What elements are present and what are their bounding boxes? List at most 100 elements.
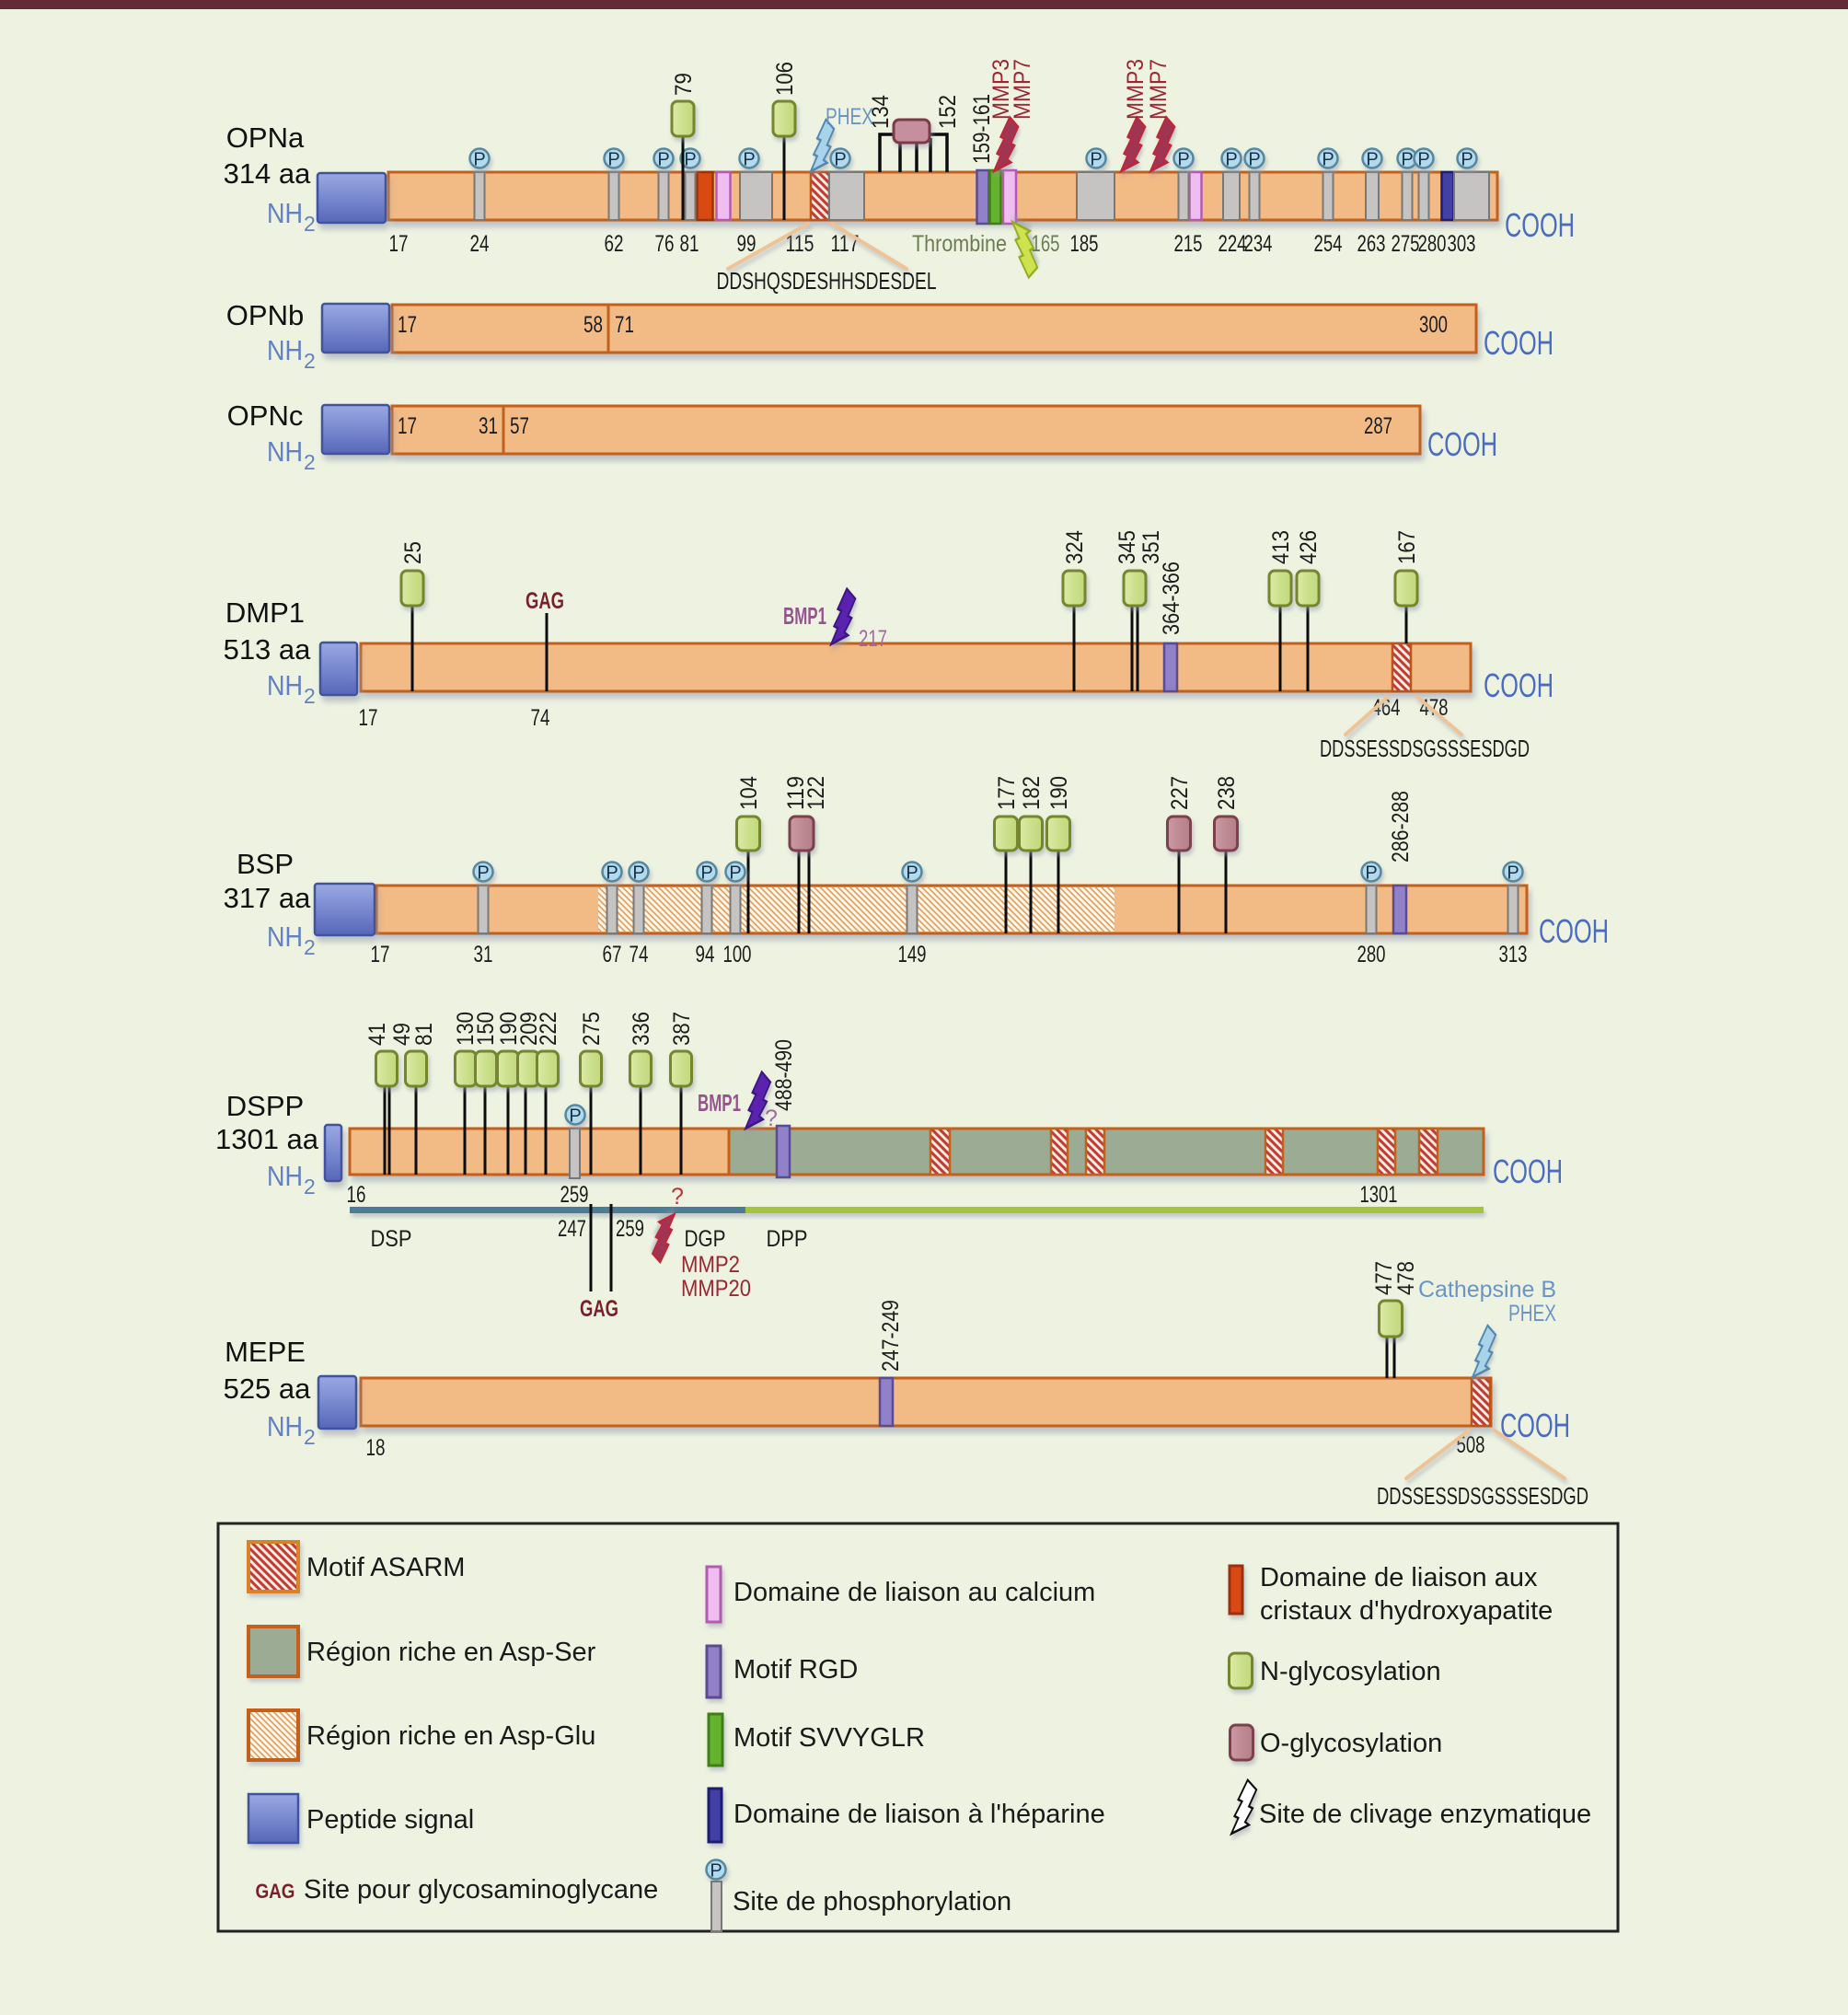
svg-text:227: 227	[1167, 776, 1193, 810]
svg-text:259: 259	[616, 1216, 644, 1242]
svg-text:336: 336	[629, 1012, 654, 1046]
svg-text:DSPP: DSPP	[226, 1090, 304, 1122]
svg-text:57: 57	[510, 413, 529, 439]
svg-text:2: 2	[304, 1425, 316, 1449]
svg-text:P: P	[1177, 150, 1189, 170]
svg-text:2: 2	[304, 684, 316, 708]
svg-text:190: 190	[1046, 776, 1072, 810]
svg-text:P: P	[632, 863, 644, 884]
svg-text:122: 122	[803, 776, 829, 810]
svg-text:222: 222	[536, 1012, 561, 1046]
svg-text:513 aa: 513 aa	[224, 633, 312, 666]
svg-text:Domaine de liaison à l'héparin: Domaine de liaison à l'héparine	[733, 1800, 1105, 1829]
svg-text:17: 17	[371, 942, 390, 967]
svg-text:P: P	[657, 150, 669, 170]
svg-text:17: 17	[389, 231, 409, 257]
svg-text:426: 426	[1296, 530, 1322, 564]
svg-text:31: 31	[479, 413, 498, 439]
svg-text:2: 2	[304, 349, 316, 373]
svg-text:MMP7: MMP7	[1146, 59, 1172, 120]
svg-text:130: 130	[453, 1012, 479, 1046]
svg-text:263: 263	[1357, 231, 1386, 257]
svg-text:COOH: COOH	[1484, 666, 1553, 704]
svg-text:49: 49	[389, 1023, 415, 1046]
svg-text:BMP1: BMP1	[698, 1089, 741, 1117]
svg-text:MMP3: MMP3	[988, 59, 1014, 120]
svg-text:478: 478	[1393, 1261, 1419, 1295]
svg-text:177: 177	[994, 776, 1020, 810]
svg-text:165: 165	[1032, 231, 1060, 257]
svg-text:2: 2	[304, 935, 316, 959]
svg-text:104: 104	[736, 776, 762, 810]
svg-text:O-glycosylation: O-glycosylation	[1260, 1729, 1442, 1758]
svg-text:74: 74	[629, 942, 649, 967]
svg-text:P: P	[607, 150, 619, 170]
svg-text:224: 224	[1219, 231, 1247, 257]
svg-text:Site de clivage enzymatique: Site de clivage enzymatique	[1259, 1800, 1591, 1829]
svg-text:134: 134	[868, 95, 894, 129]
svg-text:NH: NH	[267, 334, 303, 366]
svg-text:P: P	[606, 863, 618, 884]
svg-text:P: P	[1461, 150, 1473, 170]
svg-text:217: 217	[859, 626, 887, 652]
svg-text:286-288: 286-288	[1388, 791, 1414, 863]
svg-text:488-490: 488-490	[771, 1039, 797, 1111]
svg-text:Région riche en Asp-Glu: Région riche en Asp-Glu	[306, 1721, 595, 1751]
svg-text:BMP1: BMP1	[783, 602, 826, 630]
svg-text:OPNb: OPNb	[226, 299, 304, 331]
svg-text:185: 185	[1070, 231, 1099, 257]
svg-text:P: P	[1090, 150, 1102, 170]
svg-text:81: 81	[411, 1023, 437, 1046]
svg-text:149: 149	[898, 942, 927, 967]
svg-text:17: 17	[398, 413, 417, 439]
svg-text:16: 16	[347, 1182, 366, 1208]
svg-text:209: 209	[516, 1012, 542, 1046]
svg-text:P: P	[1365, 863, 1377, 884]
svg-text:PHEX: PHEX	[1508, 1301, 1556, 1326]
svg-text:Domaine de liaison au calcium: Domaine de liaison au calcium	[733, 1578, 1095, 1607]
svg-text:P: P	[906, 863, 918, 884]
svg-text:P: P	[743, 150, 755, 170]
svg-text:167: 167	[1394, 530, 1420, 564]
svg-text:58: 58	[583, 312, 603, 338]
svg-text:COOH: COOH	[1505, 206, 1575, 244]
svg-text:351: 351	[1138, 530, 1164, 564]
svg-text:Région riche en Asp-Ser: Région riche en Asp-Ser	[306, 1638, 596, 1667]
svg-text:P: P	[569, 1106, 581, 1127]
svg-text:DPP: DPP	[767, 1226, 808, 1252]
svg-text:P: P	[729, 863, 741, 884]
svg-text:?: ?	[765, 1106, 778, 1131]
svg-text:P: P	[684, 150, 696, 170]
svg-text:280: 280	[1418, 231, 1447, 257]
svg-text:182: 182	[1019, 776, 1045, 810]
svg-text:1301: 1301	[1360, 1182, 1398, 1208]
svg-text:62: 62	[605, 231, 624, 257]
svg-text:234: 234	[1244, 231, 1273, 257]
svg-text:GAG: GAG	[526, 588, 564, 614]
svg-text:COOH: COOH	[1500, 1407, 1570, 1444]
svg-text:74: 74	[531, 705, 550, 731]
svg-text:287: 287	[1364, 413, 1392, 439]
svg-text:P: P	[1248, 150, 1260, 170]
svg-text:DDSSESSDSGSSSESDGD: DDSSESSDSGSSSESDGD	[1320, 735, 1530, 762]
svg-text:159-161: 159-161	[969, 94, 995, 164]
svg-text:117: 117	[831, 231, 860, 257]
svg-text:18: 18	[366, 1435, 386, 1461]
svg-text:MMP7: MMP7	[1010, 59, 1035, 120]
svg-text:cristaux d'hydroxyapatite: cristaux d'hydroxyapatite	[1260, 1596, 1553, 1626]
svg-text:Peptide signal: Peptide signal	[306, 1805, 474, 1835]
svg-text:NH: NH	[267, 435, 303, 468]
svg-text:247: 247	[558, 1216, 586, 1242]
svg-text:NH: NH	[267, 921, 303, 953]
svg-text:99: 99	[737, 231, 757, 257]
svg-text:Site de phosphorylation: Site de phosphorylation	[733, 1887, 1011, 1917]
svg-text:P: P	[834, 150, 846, 170]
svg-text:COOH: COOH	[1539, 912, 1609, 950]
svg-text:31: 31	[474, 942, 493, 967]
svg-text:Site pour glycosaminoglycane: Site pour glycosaminoglycane	[304, 1875, 658, 1905]
svg-text:79: 79	[671, 73, 697, 96]
svg-text:BSP: BSP	[237, 848, 294, 880]
svg-text:41: 41	[364, 1023, 390, 1046]
svg-text:P: P	[1507, 863, 1519, 884]
svg-text:364-366: 364-366	[1159, 562, 1184, 635]
